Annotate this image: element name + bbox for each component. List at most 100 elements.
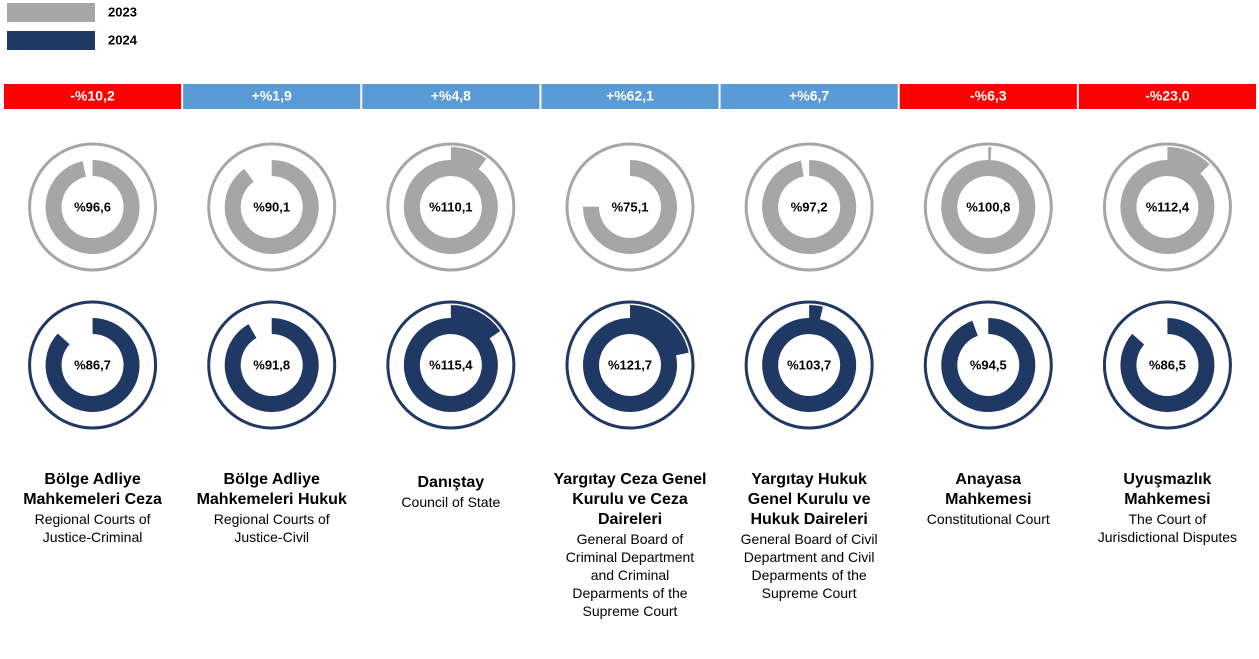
- gauge-ring: [762, 160, 857, 254]
- gauge-outline: [1102, 300, 1232, 430]
- change-label: -%10,2: [70, 88, 115, 104]
- gauge-arc: [403, 160, 498, 254]
- gauge-arc: [941, 318, 1036, 412]
- gauge-arc: [582, 160, 677, 254]
- court-name-en: The Court of Jurisdictional Disputes: [1097, 511, 1238, 545]
- gauge-ring: [403, 305, 501, 412]
- gauge-label: %110,1: [429, 199, 472, 214]
- gauge-outline: [923, 300, 1053, 430]
- legend-swatch: [7, 3, 95, 22]
- court-name: Bölge Adliye Mahkemeleri Hukuk: [196, 471, 347, 508]
- legend-swatch: [7, 31, 95, 50]
- gauge-excess: [988, 147, 992, 177]
- change-label: +%6,7: [789, 88, 829, 104]
- court-name: Uyuşmazlık Mahkemesi: [1123, 471, 1212, 508]
- change-bar: [182, 83, 362, 110]
- gauge-outline: [28, 142, 158, 272]
- gauge-ring: [224, 318, 319, 412]
- change-label: +%4,8: [431, 88, 471, 104]
- gauge-outline: [207, 142, 337, 272]
- change-bar: [719, 83, 899, 110]
- gauge-excess: [450, 147, 487, 183]
- change-bar: [361, 83, 541, 110]
- change-bar: [540, 83, 720, 110]
- court-name: Danıştay: [417, 474, 485, 491]
- gauge-ring: [1120, 147, 1215, 254]
- gauge-excess: [630, 305, 689, 359]
- gauge-arc: [762, 318, 857, 412]
- court-caption: Yargıtay Hukuk Genel Kurulu ve Hukuk Dai…: [732, 470, 887, 602]
- gauge-ring: [582, 305, 689, 412]
- court-caption: Danıştay Council of State: [373, 473, 528, 511]
- gauge-arc: [1120, 318, 1215, 412]
- change-bar: [898, 83, 1078, 110]
- gauge-label: %121,7: [608, 357, 652, 372]
- gauge-ring: [582, 160, 677, 254]
- gauge-label: %94,5: [970, 357, 1007, 372]
- gauge-outline: [1102, 142, 1232, 272]
- court-caption: Uyuşmazlık Mahkemesi The Court of Jurisdi…: [1090, 470, 1245, 546]
- change-label: -%23,0: [1145, 88, 1190, 104]
- court-name-en: Regional Courts of Justice-Civil: [213, 511, 330, 545]
- court-caption: Yargıtay Ceza Genel Kurulu ve Ceza Daire…: [552, 470, 707, 620]
- gauge-label: %103,7: [787, 357, 831, 372]
- gauge-excess: [450, 305, 501, 348]
- gauge-excess: [809, 305, 823, 335]
- gauge-ring: [762, 305, 857, 412]
- legend-label: 2024: [108, 32, 138, 47]
- gauge-outline: [386, 142, 516, 272]
- gauge-outline: [565, 142, 695, 272]
- gauge-label: %112,4: [1146, 199, 1190, 214]
- gauge-label: %75,1: [612, 199, 649, 214]
- gauge-label: %90,1: [253, 199, 290, 214]
- court-name: Yargıtay Hukuk Genel Kurulu ve Hukuk Dai…: [747, 471, 871, 528]
- court-caption: Bölge Adliye Mahkemeleri Ceza Regional Co…: [15, 470, 170, 546]
- court-name: Bölge Adliye Mahkemeleri Ceza: [23, 471, 162, 508]
- court-name-en: Council of State: [401, 494, 501, 510]
- gauge-arc: [941, 160, 1036, 254]
- gauge-ring: [1120, 318, 1215, 412]
- court-caption: Bölge Adliye Mahkemeleri Hukuk Regional C…: [194, 470, 349, 546]
- gauge-label: %100,8: [966, 199, 1010, 214]
- gauge-outline: [207, 300, 337, 430]
- court-name: Anayasa Mahkemesi: [945, 471, 1032, 508]
- gauge-arc: [762, 160, 857, 254]
- gauge-ring: [941, 147, 1036, 254]
- change-bar: [1077, 83, 1258, 110]
- gauge-label: %86,5: [1149, 357, 1186, 372]
- gauge-label: %97,2: [791, 199, 828, 214]
- gauge-ring: [224, 160, 319, 254]
- gauge-ring: [941, 318, 1036, 412]
- gauge-label: %86,7: [74, 357, 111, 372]
- gauge-arc: [224, 318, 319, 412]
- gauge-outline: [565, 300, 695, 430]
- gauge-outline: [28, 300, 158, 430]
- legend-label: 2023: [108, 4, 137, 19]
- gauge-outline: [744, 300, 874, 430]
- gauge-ring: [45, 317, 140, 412]
- gauge-label: %96,6: [74, 199, 111, 214]
- gauge-ring: [45, 160, 140, 254]
- change-bar: [3, 83, 183, 110]
- gauge-arc: [45, 160, 140, 254]
- gauge-outline: [744, 142, 874, 272]
- gauge-arc: [224, 160, 319, 254]
- court-name: Yargıtay Ceza Genel Kurulu ve Ceza Daire…: [553, 471, 707, 528]
- change-label: +%1,9: [252, 88, 292, 104]
- gauge-outline: [923, 142, 1053, 272]
- court-name-en: General Board of Civil Department and Ci…: [740, 531, 878, 601]
- gauge-label: %115,4: [429, 357, 473, 372]
- gauge-arc: [45, 317, 140, 412]
- gauge-excess: [1167, 147, 1210, 185]
- change-label: -%6,3: [970, 88, 1007, 104]
- change-label: +%62,1: [606, 88, 654, 104]
- gauge-ring: [403, 147, 498, 254]
- court-name-en: General Board of Criminal Department and…: [565, 531, 695, 619]
- court-name-en: Constitutional Court: [926, 511, 1050, 527]
- court-caption: Anayasa Mahkemesi Constitutional Court: [911, 470, 1066, 528]
- gauge-outline: [386, 300, 516, 430]
- gauge-arc: [1120, 160, 1215, 254]
- court-name-en: Regional Courts of Justice-Criminal: [34, 511, 151, 545]
